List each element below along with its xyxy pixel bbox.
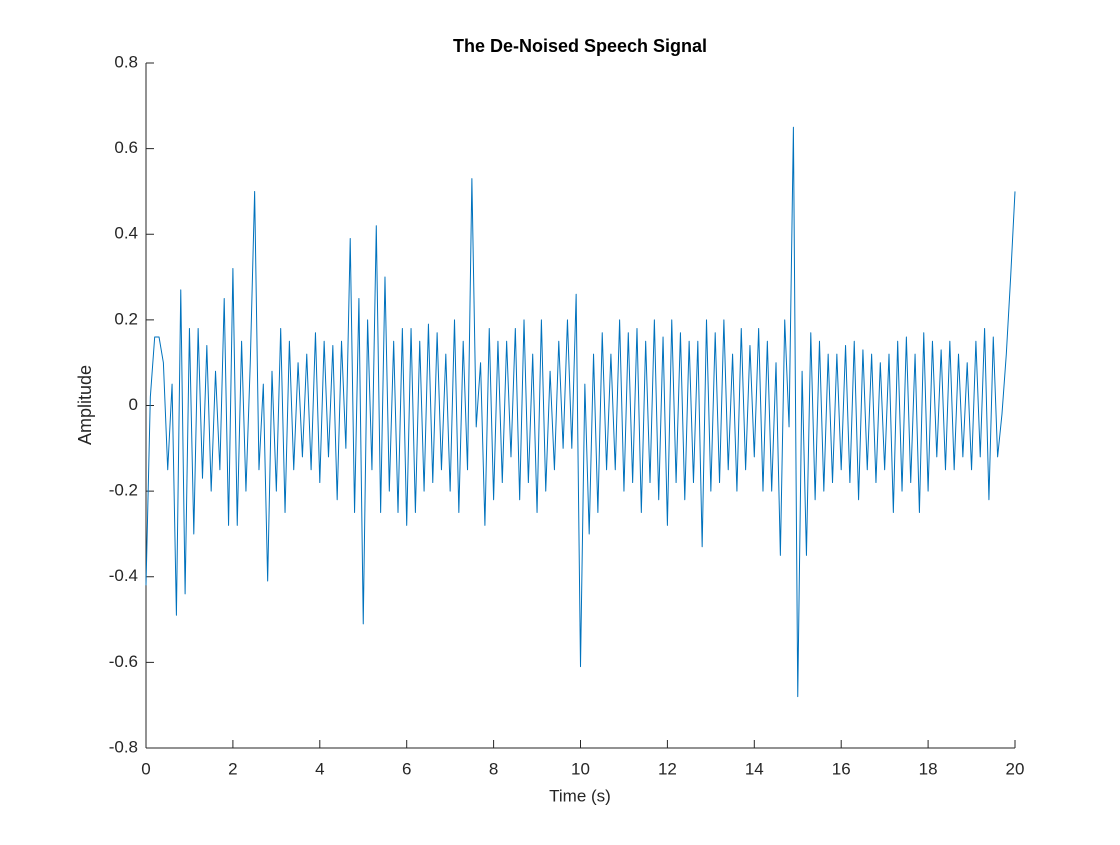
x-tick-label: 8 — [489, 759, 498, 778]
y-tick-label: -0.8 — [109, 737, 138, 756]
x-tick-label: 14 — [745, 759, 764, 778]
y-tick-label: 0.2 — [114, 309, 138, 328]
x-tick-label: 12 — [658, 759, 677, 778]
y-tick-label: 0.6 — [114, 138, 138, 157]
y-tick-label: 0.4 — [114, 224, 138, 243]
x-tick-label: 4 — [315, 759, 324, 778]
x-tick-label: 2 — [228, 759, 237, 778]
x-tick-label: 20 — [1006, 759, 1025, 778]
x-tick-label: 0 — [141, 759, 150, 778]
chart-title: The De-Noised Speech Signal — [453, 36, 707, 56]
signal-line — [145, 126, 1016, 698]
y-tick-label: -0.6 — [109, 652, 138, 671]
x-tick-label: 6 — [402, 759, 411, 778]
y-tick-label: 0 — [129, 395, 138, 414]
x-tick-label: 18 — [919, 759, 938, 778]
y-tick-label: -0.2 — [109, 481, 138, 500]
y-axis-label: Amplitude — [75, 365, 95, 445]
x-tick-label: 10 — [571, 759, 590, 778]
y-tick-label: -0.4 — [109, 566, 138, 585]
x-axis-label: Time (s) — [549, 786, 611, 805]
y-tick-label: 0.8 — [114, 52, 138, 71]
x-tick-label: 16 — [832, 759, 851, 778]
